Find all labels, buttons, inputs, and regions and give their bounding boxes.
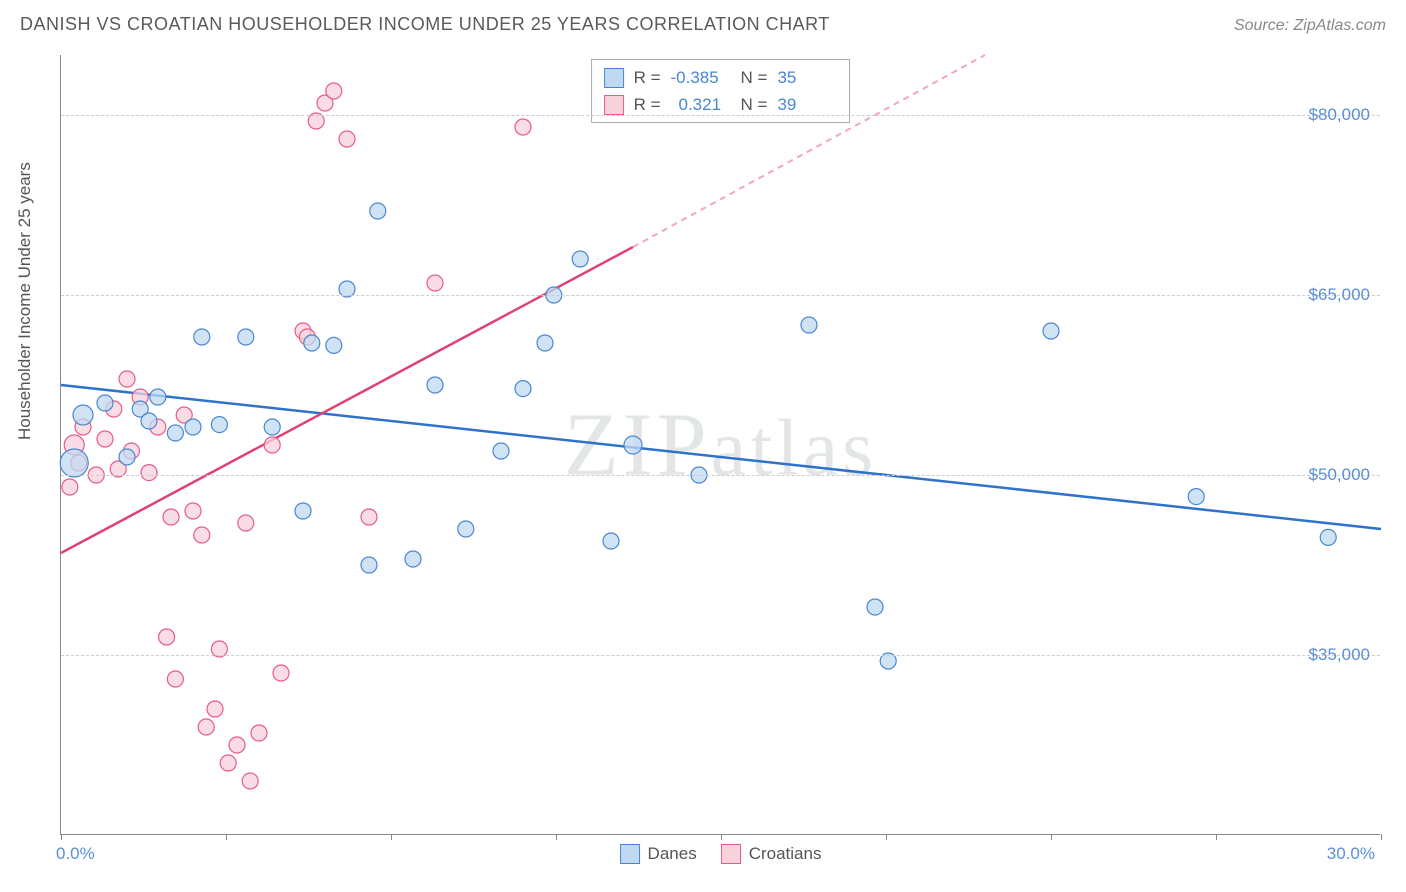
data-point-danes: [326, 337, 342, 353]
data-point-croatians: [339, 131, 355, 147]
data-point-danes: [572, 251, 588, 267]
x-tick: [1051, 834, 1052, 840]
scatter-plot-svg: [61, 55, 1380, 834]
gridline-h: [61, 475, 1380, 476]
data-point-croatians: [194, 527, 210, 543]
data-point-danes: [73, 405, 93, 425]
data-point-croatians: [97, 431, 113, 447]
data-point-croatians: [361, 509, 377, 525]
x-tick: [1216, 834, 1217, 840]
y-tick-label: $65,000: [1309, 285, 1370, 305]
chart-title: DANISH VS CROATIAN HOUSEHOLDER INCOME UN…: [20, 14, 830, 35]
data-point-croatians: [515, 119, 531, 135]
data-point-croatians: [207, 701, 223, 717]
x-axis-min-label: 0.0%: [56, 844, 95, 864]
chart-header: DANISH VS CROATIAN HOUSEHOLDER INCOME UN…: [0, 0, 1406, 43]
data-point-danes: [119, 449, 135, 465]
x-tick: [391, 834, 392, 840]
data-point-danes: [1188, 489, 1204, 505]
data-point-danes: [458, 521, 474, 537]
legend-row-danes: R = -0.385 N = 35: [604, 64, 838, 91]
danes-n-value: 35: [777, 64, 837, 91]
x-tick: [886, 834, 887, 840]
data-point-danes: [603, 533, 619, 549]
data-point-danes: [1043, 323, 1059, 339]
gridline-h: [61, 655, 1380, 656]
data-point-croatians: [198, 719, 214, 735]
x-axis-max-label: 30.0%: [1327, 844, 1375, 864]
swatch-blue-icon: [604, 68, 624, 88]
data-point-danes: [427, 377, 443, 393]
data-point-danes: [361, 557, 377, 573]
gridline-h: [61, 115, 1380, 116]
data-point-danes: [60, 449, 88, 477]
data-point-croatians: [273, 665, 289, 681]
legend-label-danes: Danes: [648, 844, 697, 864]
x-tick: [61, 834, 62, 840]
data-point-croatians: [242, 773, 258, 789]
x-tick: [721, 834, 722, 840]
data-point-croatians: [163, 509, 179, 525]
data-point-croatians: [251, 725, 267, 741]
legend-label-croatians: Croatians: [749, 844, 822, 864]
data-point-danes: [405, 551, 421, 567]
y-tick-label: $35,000: [1309, 645, 1370, 665]
data-point-danes: [304, 335, 320, 351]
data-point-croatians: [167, 671, 183, 687]
legend-item-danes: Danes: [620, 844, 697, 864]
series-legend: Danes Croatians: [620, 844, 822, 864]
data-point-danes: [493, 443, 509, 459]
gridline-h: [61, 295, 1380, 296]
x-tick: [1381, 834, 1382, 840]
data-point-croatians: [220, 755, 236, 771]
data-point-croatians: [141, 465, 157, 481]
data-point-danes: [141, 413, 157, 429]
data-point-danes: [238, 329, 254, 345]
data-point-croatians: [229, 737, 245, 753]
data-point-croatians: [238, 515, 254, 531]
x-tick: [226, 834, 227, 840]
y-tick-label: $80,000: [1309, 105, 1370, 125]
trend-line-danes: [61, 385, 1381, 529]
y-tick-label: $50,000: [1309, 465, 1370, 485]
data-point-croatians: [427, 275, 443, 291]
data-point-danes: [97, 395, 113, 411]
data-point-croatians: [264, 437, 280, 453]
swatch-pink-icon: [721, 844, 741, 864]
data-point-danes: [515, 381, 531, 397]
data-point-danes: [264, 419, 280, 435]
data-point-danes: [150, 389, 166, 405]
danes-r-value: -0.385: [671, 64, 731, 91]
data-point-danes: [370, 203, 386, 219]
data-point-danes: [1320, 529, 1336, 545]
data-point-danes: [211, 417, 227, 433]
legend-item-croatians: Croatians: [721, 844, 822, 864]
data-point-croatians: [62, 479, 78, 495]
swatch-blue-icon: [620, 844, 640, 864]
source-attribution: Source: ZipAtlas.com: [1234, 17, 1386, 35]
correlation-legend: R = -0.385 N = 35 R = 0.321 N = 39: [591, 59, 851, 123]
data-point-danes: [185, 419, 201, 435]
data-point-danes: [624, 436, 642, 454]
x-tick: [556, 834, 557, 840]
data-point-croatians: [119, 371, 135, 387]
data-point-danes: [167, 425, 183, 441]
data-point-croatians: [185, 503, 201, 519]
data-point-danes: [194, 329, 210, 345]
swatch-pink-icon: [604, 95, 624, 115]
chart-plot-area: ZIPatlas R = -0.385 N = 35 R = 0.321 N =…: [60, 55, 1380, 835]
data-point-danes: [801, 317, 817, 333]
data-point-croatians: [159, 629, 175, 645]
y-axis-label: Householder Income Under 25 years: [15, 162, 35, 440]
data-point-danes: [867, 599, 883, 615]
data-point-croatians: [326, 83, 342, 99]
data-point-danes: [295, 503, 311, 519]
data-point-danes: [537, 335, 553, 351]
